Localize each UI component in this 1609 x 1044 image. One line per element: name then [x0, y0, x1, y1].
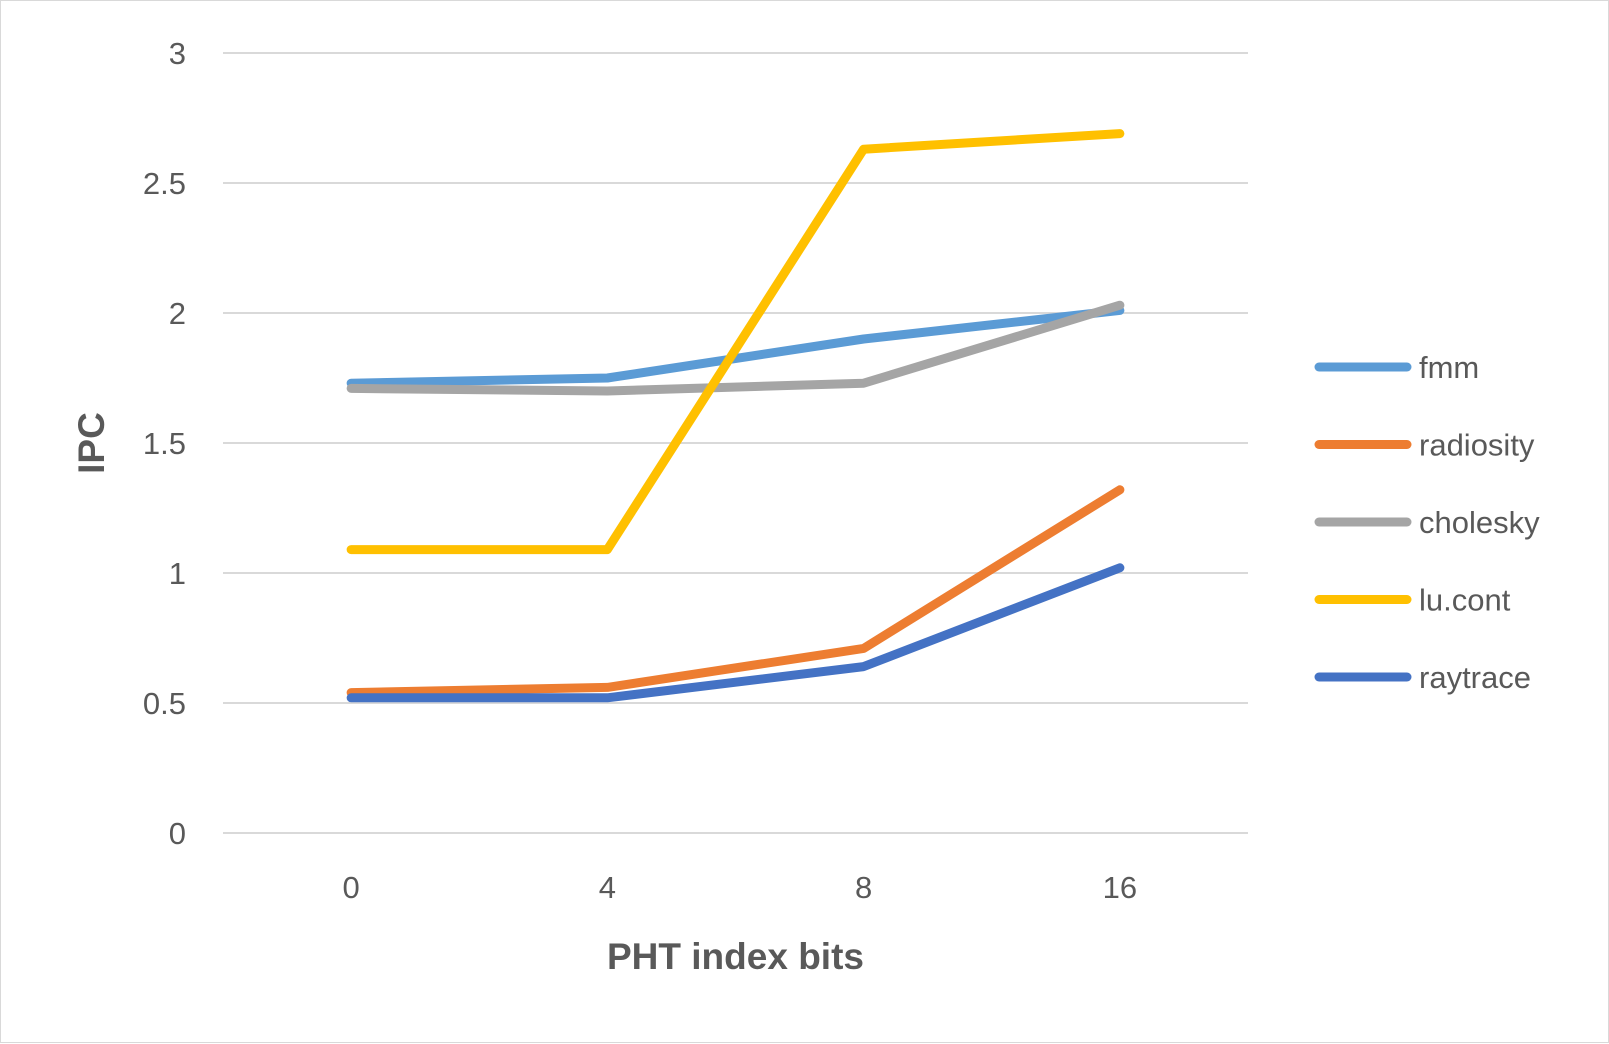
y-tick-label: 2.5	[143, 166, 186, 201]
y-axis-tick-labels: 0 0.5 1 1.5 2 2.5 3	[143, 36, 186, 851]
x-axis-tick-labels: 0 4 8 16	[343, 870, 1138, 905]
series-lines	[346, 129, 1125, 703]
legend-label: fmm	[1419, 350, 1479, 385]
legend-label: cholesky	[1419, 505, 1540, 540]
legend-label: radiosity	[1419, 428, 1535, 463]
legend-label: raytrace	[1419, 660, 1531, 695]
y-tick-label: 3	[169, 36, 186, 71]
series-line-raytrace	[346, 563, 1125, 703]
series-line-cholesky	[346, 300, 1125, 396]
x-axis-title: PHT index bits	[607, 936, 864, 977]
x-tick-label: 0	[343, 870, 360, 905]
y-tick-label: 0	[169, 816, 186, 851]
x-tick-label: 16	[1103, 870, 1137, 905]
legend-label: lu.cont	[1419, 583, 1511, 618]
legend: fmm radiosity cholesky lu.cont raytrace	[1314, 350, 1540, 695]
y-tick-label: 1	[169, 556, 186, 591]
series-line-lu-cont	[346, 129, 1125, 555]
series-line-radiosity	[346, 485, 1125, 698]
x-tick-label: 4	[599, 870, 616, 905]
y-tick-label: 0.5	[143, 686, 186, 721]
series-line-fmm	[346, 305, 1125, 388]
y-tick-label: 2	[169, 296, 186, 331]
x-tick-label: 8	[855, 870, 872, 905]
y-axis-title: IPC	[71, 412, 112, 474]
y-tick-label: 1.5	[143, 426, 186, 461]
gridlines	[223, 52, 1248, 834]
